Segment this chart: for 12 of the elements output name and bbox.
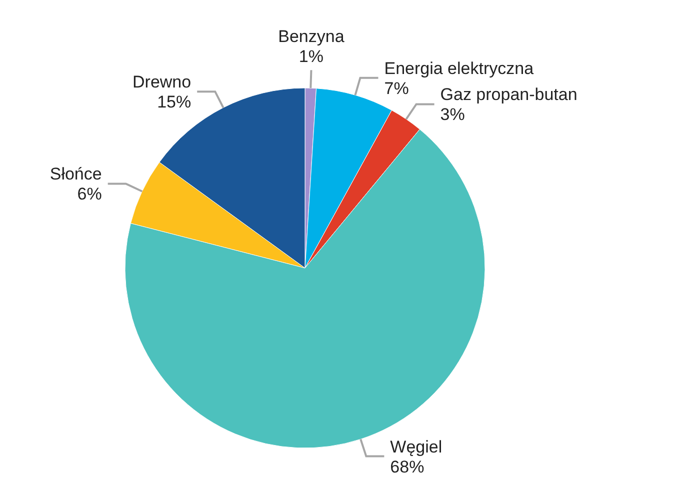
data-label: 3%: [440, 105, 465, 124]
slice-label: Drewno: [132, 72, 192, 92]
slice-label: Słońce: [50, 164, 102, 184]
slice-label: Węgiel: [390, 437, 442, 456]
slice-label: Gaz propan-butan: [440, 85, 578, 104]
data-label: 7%: [384, 78, 409, 98]
data-label: 6%: [77, 184, 102, 204]
slice-label: Benzyna: [278, 27, 345, 46]
slice-label: Energia elektryczna: [384, 58, 534, 78]
data-label: 68%: [390, 457, 424, 476]
data-label: 1%: [298, 47, 324, 66]
data-label: 15%: [157, 92, 192, 112]
